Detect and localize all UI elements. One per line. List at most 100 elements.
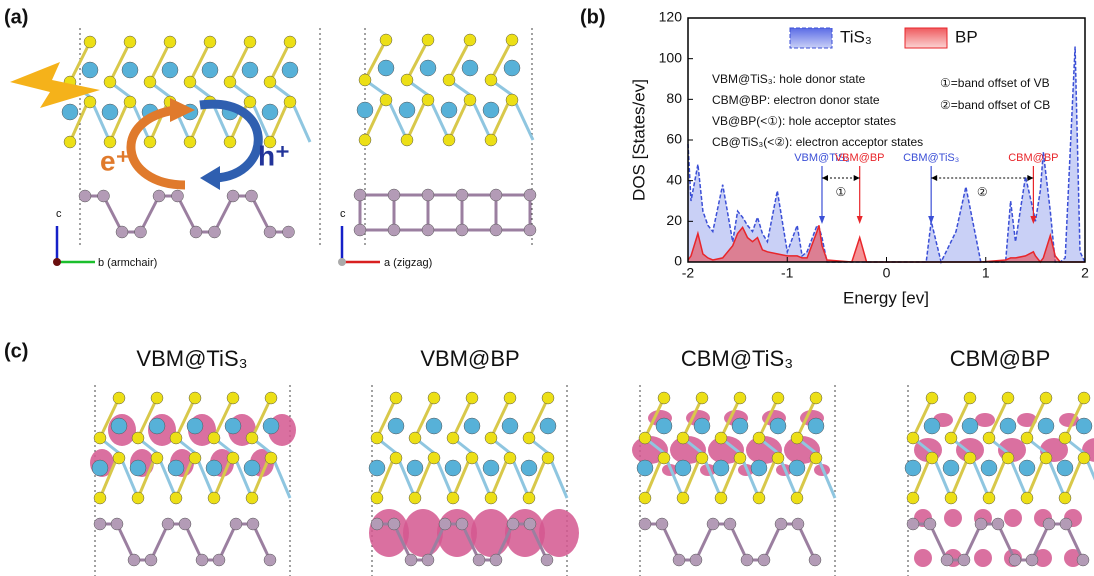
atom — [409, 432, 421, 444]
atom — [792, 518, 804, 530]
atom — [1076, 418, 1092, 434]
atom — [82, 62, 98, 78]
atom — [926, 392, 938, 404]
atom — [190, 226, 202, 238]
atom — [789, 460, 805, 476]
band-edge-label: CBM@BP — [1008, 152, 1058, 164]
atom — [639, 518, 651, 530]
atom — [945, 492, 957, 504]
axis-origin — [338, 258, 346, 266]
atom — [184, 76, 196, 88]
atom — [390, 452, 402, 464]
atom — [359, 74, 371, 86]
atom — [1038, 418, 1054, 434]
atom — [715, 432, 727, 444]
atom — [447, 492, 459, 504]
atom — [265, 392, 277, 404]
atom — [388, 418, 404, 434]
atom — [132, 432, 144, 444]
atom — [753, 432, 765, 444]
atom — [422, 34, 434, 46]
y-axis-label: DOS [States/ev] — [629, 79, 648, 201]
atom — [354, 224, 366, 236]
atom — [283, 226, 295, 238]
arrow-head — [822, 175, 828, 181]
arrow-head — [931, 175, 937, 181]
atom — [441, 102, 457, 118]
atom — [639, 492, 651, 504]
atom — [388, 224, 400, 236]
atom — [189, 452, 201, 464]
atom — [113, 452, 125, 464]
atom — [208, 492, 220, 504]
atom — [775, 518, 787, 530]
band-edge-label: VBM@BP — [835, 152, 885, 164]
arrow-head — [819, 216, 825, 224]
atom — [724, 518, 736, 530]
atom — [94, 432, 106, 444]
atom — [791, 432, 803, 444]
atom — [162, 518, 174, 530]
atom — [92, 460, 108, 476]
charge-density — [914, 549, 932, 567]
atom — [521, 460, 537, 476]
atom — [462, 60, 478, 76]
atom — [456, 189, 468, 201]
y-tick-label: 100 — [659, 49, 683, 65]
atom — [941, 554, 953, 566]
atom — [204, 36, 216, 48]
atom — [490, 554, 502, 566]
atom — [262, 104, 278, 120]
atom — [84, 96, 96, 108]
legend-label: TiS₃ — [840, 27, 872, 46]
atom — [945, 432, 957, 444]
atom — [490, 224, 502, 236]
atom — [673, 554, 685, 566]
atom — [1043, 518, 1055, 530]
atom — [111, 518, 123, 530]
charge-density — [539, 509, 579, 557]
atom — [170, 432, 182, 444]
atom — [151, 392, 163, 404]
atom — [696, 392, 708, 404]
atom — [224, 136, 236, 148]
y-tick-label: 40 — [666, 171, 682, 187]
atom — [694, 418, 710, 434]
atom — [964, 392, 976, 404]
atom — [1021, 432, 1033, 444]
note: ①=band offset of VB — [940, 76, 1050, 90]
atom — [542, 392, 554, 404]
atom — [390, 392, 402, 404]
atom — [263, 418, 279, 434]
atom — [401, 134, 413, 146]
atom — [189, 392, 201, 404]
atom — [244, 36, 256, 48]
atom — [524, 189, 536, 201]
atom — [506, 94, 518, 106]
atom — [284, 96, 296, 108]
axis-label: c — [56, 208, 62, 220]
atom — [924, 418, 940, 434]
x-axis-label: Energy [ev] — [843, 288, 929, 307]
atom — [380, 94, 392, 106]
atom — [1000, 418, 1016, 434]
atom — [128, 554, 140, 566]
atom — [284, 36, 296, 48]
atom — [770, 418, 786, 434]
atom — [145, 554, 157, 566]
atom — [905, 460, 921, 476]
atom — [144, 76, 156, 88]
arrow-head — [200, 166, 220, 190]
atom — [1077, 554, 1089, 566]
atom — [242, 62, 258, 78]
note: CB@TiS₃(<②): electron acceptor states — [712, 135, 923, 149]
atom — [502, 418, 518, 434]
atom — [225, 418, 241, 434]
atom — [422, 189, 434, 201]
atom — [1002, 392, 1014, 404]
atom — [958, 554, 970, 566]
atom — [443, 74, 455, 86]
atom — [523, 492, 535, 504]
atom — [111, 418, 127, 434]
atom — [483, 460, 499, 476]
